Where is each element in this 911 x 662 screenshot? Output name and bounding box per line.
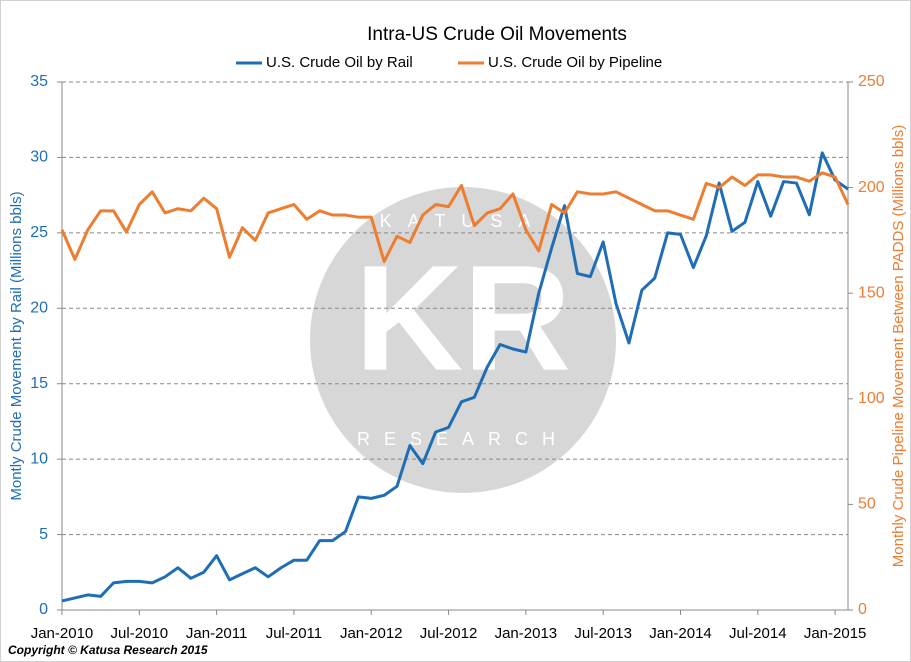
- x-tick-label: Jul-2011: [266, 625, 322, 642]
- y-tick-label: 30: [30, 149, 48, 166]
- y-tick-label: 0: [39, 601, 48, 618]
- x-tick-label: Jan-2012: [340, 625, 403, 642]
- watermark-bottom: RESEARCH: [357, 429, 569, 449]
- x-tick-label: Jan-2011: [186, 625, 247, 642]
- x-tick-label: Jul-2010: [111, 625, 169, 642]
- y2-tick-label: 0: [858, 601, 867, 618]
- series-line: [61, 151, 849, 603]
- y2-tick-label: 200: [858, 179, 885, 196]
- x-tick-label: Jul-2014: [729, 625, 787, 642]
- y-axis-title: Montly Crude Movement by Rail (Millions …: [8, 191, 25, 500]
- copyright: Copyright © Katusa Research 2015: [8, 643, 208, 657]
- x-tick-label: Jul-2013: [574, 625, 632, 642]
- series-line: [60, 171, 850, 264]
- x-tick-label: Jul-2012: [420, 625, 478, 642]
- legend-label: U.S. Crude Oil by Rail: [266, 54, 413, 71]
- x-tick-label: Jan-2013: [495, 625, 558, 642]
- watermark-circle: [310, 187, 616, 493]
- chart-title: Intra-US Crude Oil Movements: [367, 24, 627, 45]
- y2-axis-title: Monthly Crude Pipeline Movement Between …: [890, 125, 907, 567]
- watermark-initials: KR: [355, 234, 572, 402]
- y2-tick-label: 100: [858, 390, 885, 407]
- y-tick-label: 35: [30, 73, 48, 90]
- y2-tick-label: 50: [858, 496, 876, 513]
- x-tick-label: Jan-2010: [31, 625, 94, 642]
- y2-tick-label: 150: [858, 284, 885, 301]
- legend-label: U.S. Crude Oil by Pipeline: [488, 54, 662, 71]
- x-tick-label: Jan-2014: [649, 625, 712, 642]
- y-tick-label: 20: [30, 300, 48, 317]
- y-tick-label: 10: [30, 450, 48, 467]
- y-tick-label: 25: [30, 224, 48, 241]
- y-tick-label: 15: [30, 375, 48, 392]
- y-tick-label: 5: [39, 526, 48, 543]
- y2-tick-label: 250: [858, 73, 885, 90]
- x-tick-label: Jan-2015: [804, 625, 867, 642]
